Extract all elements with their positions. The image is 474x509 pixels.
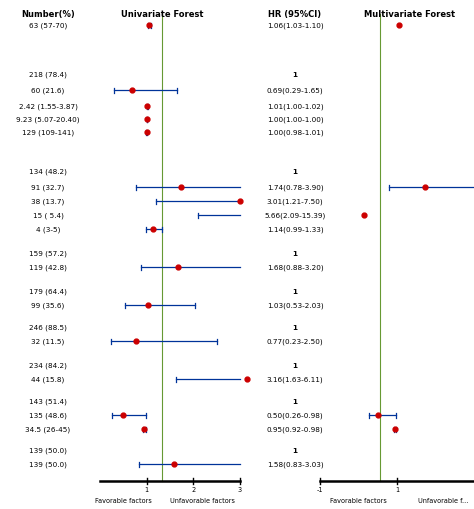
Text: 5.66(2.09-15.39): 5.66(2.09-15.39)	[264, 212, 326, 219]
Text: 159 (57.2): 159 (57.2)	[29, 250, 67, 257]
Text: 1: 1	[292, 324, 298, 330]
Text: 143 (51.4): 143 (51.4)	[29, 398, 67, 405]
Text: 179 (64.4): 179 (64.4)	[29, 288, 67, 295]
Text: 3.16(1.63-6.11): 3.16(1.63-6.11)	[267, 376, 323, 382]
Text: 91 (32.7): 91 (32.7)	[31, 184, 64, 191]
Text: Favorable factors: Favorable factors	[330, 497, 387, 503]
Text: 139 (50.0): 139 (50.0)	[29, 461, 67, 467]
Text: 1: 1	[292, 72, 298, 78]
Text: 1: 1	[292, 398, 298, 404]
Text: 1.14(0.99-1.33): 1.14(0.99-1.33)	[267, 227, 323, 233]
Text: 63 (57-70): 63 (57-70)	[29, 23, 67, 29]
Text: 246 (88.5): 246 (88.5)	[29, 324, 67, 331]
Text: 1.68(0.88-3.20): 1.68(0.88-3.20)	[267, 264, 323, 271]
Text: 2: 2	[191, 486, 195, 492]
Text: 3: 3	[238, 486, 242, 492]
Text: 1: 1	[292, 168, 298, 175]
Text: 1.00(0.98-1.01): 1.00(0.98-1.01)	[267, 129, 323, 136]
Text: Favorable factors: Favorable factors	[95, 497, 152, 503]
Text: 1: 1	[145, 486, 149, 492]
Text: 2.42 (1.55-3.87): 2.42 (1.55-3.87)	[18, 103, 77, 110]
Text: Number(%): Number(%)	[21, 10, 75, 19]
Text: 3.01(1.21-7.50): 3.01(1.21-7.50)	[267, 199, 323, 205]
Text: 134 (48.2): 134 (48.2)	[29, 168, 67, 175]
Text: 0.95(0.92-0.98): 0.95(0.92-0.98)	[267, 426, 323, 433]
Text: 135 (48.6): 135 (48.6)	[29, 412, 67, 418]
Text: 139 (50.0): 139 (50.0)	[29, 447, 67, 454]
Text: 1.03(0.53-2.03): 1.03(0.53-2.03)	[267, 302, 323, 308]
Text: 15 ( 5.4): 15 ( 5.4)	[33, 212, 64, 219]
Text: 0.69(0.29-1.65): 0.69(0.29-1.65)	[267, 88, 323, 94]
Text: Unfavorable f...: Unfavorable f...	[418, 497, 468, 503]
Text: 234 (84.2): 234 (84.2)	[29, 362, 67, 369]
Text: 1: 1	[292, 250, 298, 257]
Text: 4 (3-5): 4 (3-5)	[36, 227, 60, 233]
Text: 119 (42.8): 119 (42.8)	[29, 264, 67, 271]
Text: 0.77(0.23-2.50): 0.77(0.23-2.50)	[267, 338, 323, 345]
Text: 1: 1	[395, 486, 399, 492]
Text: 218 (78.4): 218 (78.4)	[29, 72, 67, 78]
Text: 1.00(1.00-1.00): 1.00(1.00-1.00)	[267, 117, 323, 123]
Text: 1.06(1.03-1.10): 1.06(1.03-1.10)	[267, 23, 323, 29]
Text: 32 (11.5): 32 (11.5)	[31, 338, 64, 345]
Text: 38 (13.7): 38 (13.7)	[31, 199, 64, 205]
Text: 1: 1	[292, 289, 298, 294]
Text: HR (95%CI): HR (95%CI)	[268, 10, 321, 19]
Text: 0.50(0.26-0.98): 0.50(0.26-0.98)	[267, 412, 323, 418]
Text: 60 (21.6): 60 (21.6)	[31, 88, 64, 94]
Text: Unfavorable factors: Unfavorable factors	[170, 497, 235, 503]
Text: 129 (109-141): 129 (109-141)	[22, 129, 74, 136]
Text: -1: -1	[317, 486, 323, 492]
Text: 1.01(1.00-1.02): 1.01(1.00-1.02)	[267, 103, 323, 110]
Text: 1.58(0.83-3.03): 1.58(0.83-3.03)	[267, 461, 323, 467]
Text: 44 (15.8): 44 (15.8)	[31, 376, 64, 382]
Text: 9.23 (5.07-20.40): 9.23 (5.07-20.40)	[16, 117, 80, 123]
Text: 1: 1	[292, 362, 298, 369]
Text: 1: 1	[292, 447, 298, 453]
Text: 99 (35.6): 99 (35.6)	[31, 302, 64, 308]
Text: 34.5 (26-45): 34.5 (26-45)	[26, 426, 71, 433]
Text: Multivariate Forest: Multivariate Forest	[365, 10, 456, 19]
Text: 1.74(0.78-3.90): 1.74(0.78-3.90)	[267, 184, 323, 191]
Text: Univariate Forest: Univariate Forest	[121, 10, 203, 19]
